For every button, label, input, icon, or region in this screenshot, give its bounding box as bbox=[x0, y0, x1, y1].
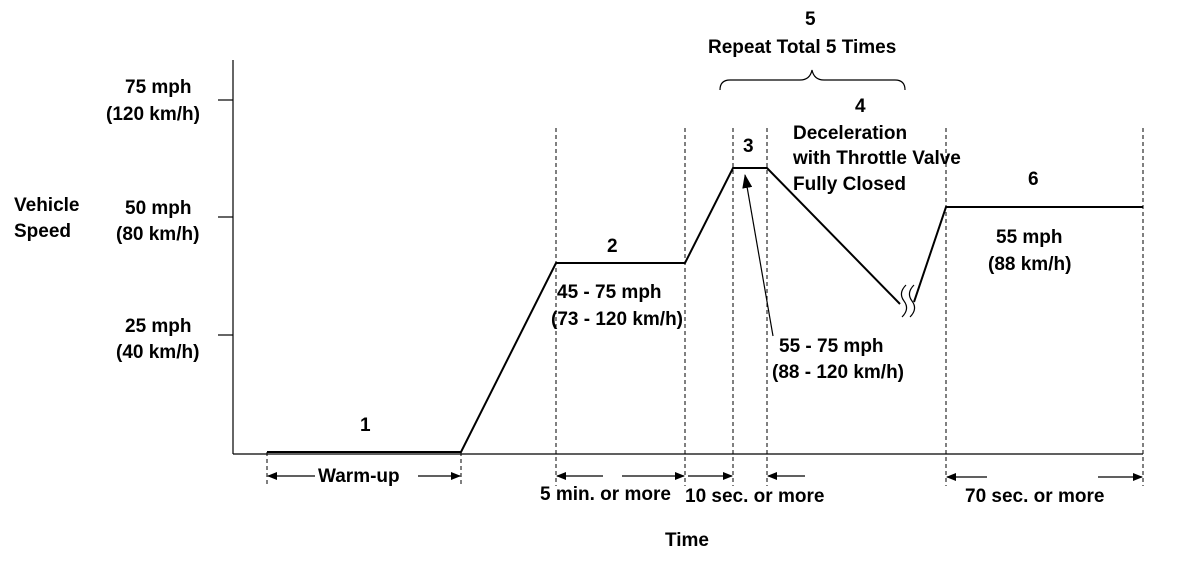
step-4-text: Fully Closed bbox=[793, 174, 906, 195]
duration-step-2: 5 min. or more bbox=[540, 484, 671, 505]
break-symbol bbox=[900, 284, 916, 318]
tick-label: 50 mph bbox=[125, 198, 192, 219]
step-2-number: 2 bbox=[607, 236, 618, 257]
y-label: Speed bbox=[14, 221, 71, 242]
tick-label: (80 km/h) bbox=[116, 224, 199, 245]
duration-warmup: Warm-up bbox=[318, 466, 400, 487]
tick-label: (120 km/h) bbox=[106, 104, 200, 125]
step3-pointer-arrow bbox=[742, 174, 774, 337]
step-5-number: 5 bbox=[805, 9, 816, 30]
step-6-number: 6 bbox=[1028, 169, 1039, 190]
y-label: Vehicle bbox=[14, 195, 80, 216]
tick-label: 75 mph bbox=[125, 77, 192, 98]
step-4-text: Deceleration bbox=[793, 123, 907, 144]
tick-label: (40 km/h) bbox=[116, 342, 199, 363]
duration-step-3: 10 sec. or more bbox=[685, 486, 824, 507]
step-3-number: 3 bbox=[743, 136, 754, 157]
step-6-speed: 55 mph bbox=[996, 227, 1063, 248]
step-4-text: with Throttle Valve bbox=[792, 148, 961, 169]
duration-step-6: 70 sec. or more bbox=[965, 486, 1104, 507]
x-label: Time bbox=[665, 530, 709, 551]
step-2-kmh: (73 - 120 km/h) bbox=[551, 309, 683, 330]
phase-dividers bbox=[266, 128, 1144, 486]
step-2-speed: 45 - 75 mph bbox=[557, 282, 662, 303]
tick-label: 25 mph bbox=[125, 316, 192, 337]
duration-arrows bbox=[267, 472, 1143, 481]
step-5-text: Repeat Total 5 Times bbox=[708, 37, 896, 58]
speed-profile bbox=[267, 167, 901, 453]
step-3-kmh: (88 - 120 km/h) bbox=[772, 362, 904, 383]
step-6-kmh: (88 km/h) bbox=[988, 254, 1071, 275]
speed-profile-resume bbox=[913, 206, 1143, 303]
step-4-number: 4 bbox=[855, 96, 866, 117]
repeat-brace bbox=[719, 69, 906, 91]
step-1-number: 1 bbox=[360, 415, 371, 436]
step-3-speed: 55 - 75 mph bbox=[779, 336, 884, 357]
